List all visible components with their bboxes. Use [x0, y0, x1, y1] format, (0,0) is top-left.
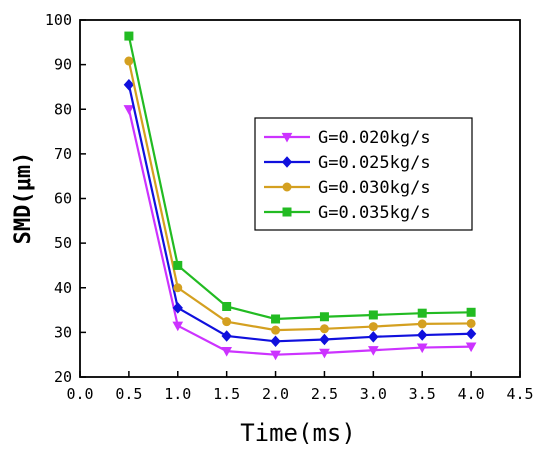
- legend-marker: [282, 207, 292, 217]
- legend-label: G=0.030kg/s: [318, 178, 431, 198]
- x-tick-label: 2.0: [262, 385, 289, 403]
- data-point: [221, 330, 232, 342]
- x-tick-label: 1.5: [213, 385, 240, 403]
- x-tick-label: 4.0: [458, 385, 485, 403]
- data-point: [368, 322, 378, 332]
- y-tick-label: 100: [45, 11, 72, 29]
- data-point: [271, 314, 281, 324]
- series-layer: [123, 31, 477, 361]
- data-point: [221, 347, 233, 357]
- series-g-0-030kg-s: [124, 56, 476, 335]
- legend-item-g-0-030kg-s: G=0.030kg/s: [264, 178, 431, 198]
- x-axis-title: Time(ms): [240, 419, 356, 447]
- data-point: [270, 350, 281, 361]
- data-point: [222, 301, 232, 311]
- series-g-0-025kg-s: [123, 78, 477, 348]
- data-point: [417, 329, 428, 341]
- data-point: [367, 346, 379, 356]
- x-tick-label: 4.5: [506, 385, 533, 403]
- legend-item-g-0-035kg-s: G=0.035kg/s: [264, 203, 431, 223]
- series-line: [127, 60, 472, 332]
- data-point: [123, 78, 135, 91]
- legend-marker: [281, 132, 293, 143]
- data-point: [319, 324, 329, 334]
- series-line: [127, 109, 472, 356]
- series-g-0-020kg-s: [123, 105, 477, 361]
- data-point: [319, 348, 330, 359]
- y-tick-label: 60: [54, 190, 72, 208]
- data-point: [466, 318, 476, 328]
- x-tick-label: 3.0: [360, 385, 387, 403]
- data-point: [368, 331, 379, 343]
- data-point: [417, 308, 427, 318]
- data-point: [222, 317, 232, 327]
- legend-item-g-0-020kg-s: G=0.020kg/s: [264, 128, 431, 148]
- data-point: [270, 335, 281, 348]
- series-g-0-035kg-s: [124, 31, 476, 324]
- y-tick-label: 20: [54, 368, 72, 386]
- y-tick-label: 30: [54, 323, 72, 341]
- legend: G=0.020kg/s G=0.025kg/s G=0.030kg/s G=0.035…: [254, 117, 473, 231]
- data-point: [173, 283, 183, 293]
- series-line: [127, 35, 472, 321]
- y-axis-title: SMD(μm): [11, 152, 36, 245]
- data-point: [465, 327, 477, 340]
- legend-item-g-0-025kg-s: G=0.025kg/s: [264, 153, 431, 173]
- axis-ticks: 0.0 0.5 1.0 1.5 2.0 2.5 3.0 3.5 4.0 4.5 20 30 40 50 60…: [45, 11, 534, 403]
- x-tick-label: 3.5: [409, 385, 436, 403]
- y-tick-label: 70: [54, 145, 72, 163]
- data-point: [172, 302, 183, 314]
- x-tick-label: 0.5: [115, 385, 142, 403]
- legend-label: G=0.020kg/s: [318, 128, 431, 148]
- legend-marker: [282, 182, 292, 192]
- legend-label: G=0.035kg/s: [318, 203, 431, 223]
- y-tick-label: 40: [54, 279, 72, 297]
- y-tick-label: 90: [54, 56, 72, 74]
- data-point: [319, 333, 330, 346]
- data-point: [416, 343, 428, 354]
- data-point: [124, 31, 134, 41]
- x-tick-label: 0.0: [66, 385, 93, 403]
- data-point: [172, 321, 184, 332]
- data-point: [465, 342, 477, 353]
- data-point: [417, 319, 427, 329]
- x-tick-label: 1.0: [164, 385, 191, 403]
- data-point: [173, 260, 183, 270]
- data-point: [123, 105, 135, 115]
- data-point: [319, 312, 329, 322]
- y-tick-label: 80: [54, 100, 72, 118]
- data-point: [124, 56, 134, 66]
- legend-marker: [281, 156, 293, 168]
- legend-label: G=0.025kg/s: [318, 153, 431, 173]
- series-line: [127, 84, 472, 343]
- data-point: [368, 310, 378, 320]
- x-tick-label: 2.5: [311, 385, 338, 403]
- y-tick-label: 50: [54, 234, 72, 252]
- data-point: [271, 325, 281, 335]
- data-point: [466, 307, 476, 317]
